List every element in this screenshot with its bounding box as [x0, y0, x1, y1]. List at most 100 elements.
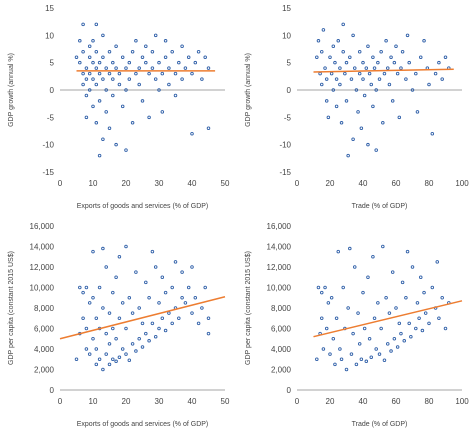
data-point — [127, 60, 132, 65]
data-point — [399, 66, 403, 70]
data-point — [410, 88, 415, 92]
x-tick-label: 40 — [359, 179, 368, 188]
data-point — [351, 137, 355, 141]
y-tick-label: 6,000 — [271, 325, 292, 334]
data-point — [91, 39, 95, 43]
data-point — [364, 359, 369, 364]
data-point — [101, 137, 105, 141]
data-point — [316, 285, 321, 290]
data-point — [399, 331, 403, 336]
x-tick-label: 80 — [425, 397, 434, 406]
y-tick-label: 2,000 — [271, 366, 292, 375]
data-point — [423, 311, 428, 315]
data-point — [153, 265, 158, 269]
x-tick-label: 0 — [58, 397, 63, 406]
data-point — [183, 301, 188, 305]
x-tick-label: 100 — [455, 397, 469, 406]
data-point — [97, 357, 102, 361]
data-point — [414, 71, 418, 76]
data-point — [326, 115, 331, 120]
data-point — [374, 148, 378, 152]
data-point — [404, 295, 408, 300]
data-point — [397, 115, 402, 120]
data-point — [196, 49, 201, 54]
data-point — [346, 153, 350, 158]
data-point — [440, 77, 444, 81]
data-point — [94, 22, 99, 27]
data-point — [366, 44, 370, 49]
x-axis-label: Exports of goods and services (% of GDP) — [77, 421, 209, 428]
data-point — [173, 93, 178, 98]
scatter-chart: 15 10 5 0 -5 -10 -15 0 20 40 60 80 100 Trade (% of GD… — [245, 4, 469, 210]
data-point — [91, 77, 95, 81]
data-point — [114, 359, 118, 364]
data-point — [127, 77, 132, 81]
data-point — [382, 358, 387, 363]
data-point — [97, 71, 102, 76]
x-tick-label: 30 — [155, 179, 164, 188]
data-point — [144, 280, 148, 285]
data-point — [163, 328, 168, 333]
y-tick-label: -5 — [47, 113, 55, 122]
data-point — [193, 295, 198, 300]
data-point — [137, 306, 141, 310]
data-point — [341, 22, 345, 27]
y-tick-label: 4,000 — [271, 345, 292, 354]
data-point — [101, 367, 105, 372]
data-point — [167, 311, 171, 315]
data-point — [321, 28, 326, 32]
data-point — [140, 55, 145, 59]
data-point — [379, 326, 383, 331]
y-tick-label: 15 — [45, 4, 54, 13]
data-point — [111, 357, 115, 361]
y-axis-label: GDP per capita (constant 2015 US$) — [245, 251, 252, 365]
data-point — [319, 316, 324, 320]
data-point — [372, 316, 377, 320]
data-point — [97, 99, 102, 103]
y-axis-label: GDP growth (annual %) — [245, 53, 252, 127]
data-point — [111, 93, 115, 98]
data-point — [180, 270, 184, 274]
data-point — [120, 104, 125, 109]
data-point — [392, 336, 397, 341]
data-point — [200, 306, 204, 310]
data-point — [422, 290, 426, 295]
x-tick-label: 20 — [326, 179, 335, 188]
data-point — [341, 285, 345, 290]
data-point — [343, 71, 347, 76]
data-point — [203, 285, 207, 290]
data-point — [124, 66, 128, 70]
data-point — [324, 77, 329, 81]
data-point — [173, 260, 178, 264]
data-point — [107, 311, 112, 315]
data-point — [84, 93, 89, 98]
trend-line — [313, 300, 463, 338]
data-point — [186, 55, 191, 59]
data-point — [206, 126, 211, 131]
data-point — [140, 99, 145, 103]
x-tick-label: 30 — [155, 397, 164, 406]
data-point — [153, 33, 158, 38]
y-tick-label: -15 — [42, 168, 54, 177]
data-point — [384, 39, 388, 43]
data-point — [144, 331, 148, 336]
data-point — [338, 66, 342, 70]
data-point — [324, 326, 329, 331]
data-point — [443, 326, 448, 331]
x-tick-label: 60 — [392, 179, 401, 188]
data-point — [190, 131, 194, 136]
data-point — [331, 336, 336, 341]
data-point — [414, 326, 418, 331]
data-point — [127, 358, 132, 363]
data-point — [443, 55, 448, 59]
data-point — [163, 39, 168, 43]
y-tick-label: 0 — [50, 386, 55, 395]
data-point — [144, 44, 148, 49]
data-point — [318, 71, 322, 76]
data-point — [352, 66, 357, 70]
data-point — [163, 55, 168, 59]
data-point — [87, 352, 92, 356]
data-point — [430, 131, 435, 136]
chart-panel-gdppc-vs-trade: 16,000 14,000 12,000 10,000 8,000 6,000 4,000 2… — [237, 218, 474, 436]
data-point — [124, 326, 128, 331]
